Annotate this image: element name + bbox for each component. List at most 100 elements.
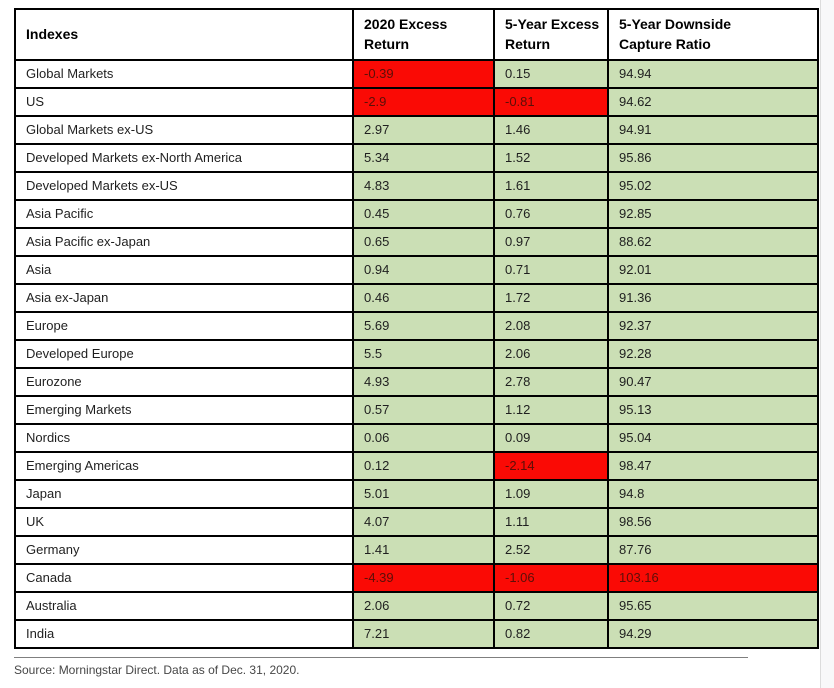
value-cell: 1.11 bbox=[493, 506, 609, 537]
value-cell: 2.08 bbox=[493, 310, 609, 341]
value-cell: 1.12 bbox=[493, 394, 609, 425]
value-cell: 0.45 bbox=[352, 198, 495, 229]
table-row: Asia 0.94 0.71 92.01 bbox=[14, 254, 819, 285]
value-cell: 0.15 bbox=[493, 58, 609, 89]
value-cell: 91.36 bbox=[607, 282, 819, 313]
value-cell: 1.41 bbox=[352, 534, 495, 565]
value-cell: 7.21 bbox=[352, 618, 495, 649]
index-name: Asia bbox=[14, 254, 354, 285]
table-row: Developed Markets ex-US 4.83 1.61 95.02 bbox=[14, 170, 819, 201]
value-cell: 98.56 bbox=[607, 506, 819, 537]
value-cell: 0.94 bbox=[352, 254, 495, 285]
table-row: Eurozone 4.93 2.78 90.47 bbox=[14, 366, 819, 397]
table-row: India 7.21 0.82 94.29 bbox=[14, 618, 819, 649]
value-cell: 5.01 bbox=[352, 478, 495, 509]
table-row: Asia Pacific ex-Japan 0.65 0.97 88.62 bbox=[14, 226, 819, 257]
value-cell: 1.09 bbox=[493, 478, 609, 509]
table-row: Developed Europe 5.5 2.06 92.28 bbox=[14, 338, 819, 369]
index-name: UK bbox=[14, 506, 354, 537]
value-cell: 0.57 bbox=[352, 394, 495, 425]
value-cell: 2.78 bbox=[493, 366, 609, 397]
value-cell-negative: -0.81 bbox=[493, 86, 609, 117]
value-cell: 95.02 bbox=[607, 170, 819, 201]
value-cell: 4.07 bbox=[352, 506, 495, 537]
index-name: Asia Pacific ex-Japan bbox=[14, 226, 354, 257]
table-row: Nordics 0.06 0.09 95.04 bbox=[14, 422, 819, 453]
value-cell: 1.52 bbox=[493, 142, 609, 173]
table-row: Emerging Markets 0.57 1.12 95.13 bbox=[14, 394, 819, 425]
value-cell: 5.69 bbox=[352, 310, 495, 341]
value-cell: 87.76 bbox=[607, 534, 819, 565]
value-cell: 2.97 bbox=[352, 114, 495, 145]
source-divider bbox=[14, 657, 748, 658]
value-cell: 90.47 bbox=[607, 366, 819, 397]
value-cell: 92.37 bbox=[607, 310, 819, 341]
table-row: Germany 1.41 2.52 87.76 bbox=[14, 534, 819, 565]
table-row: Australia 2.06 0.72 95.65 bbox=[14, 590, 819, 621]
index-name: Global Markets ex-US bbox=[14, 114, 354, 145]
column-header-5yr-excess-return: 5-Year Excess Return bbox=[493, 8, 609, 61]
table-row: Europe 5.69 2.08 92.37 bbox=[14, 310, 819, 341]
column-header-indexes: Indexes bbox=[14, 8, 354, 61]
value-cell-negative: -2.14 bbox=[493, 450, 609, 481]
value-cell: 0.97 bbox=[493, 226, 609, 257]
table-row: Asia ex-Japan 0.46 1.72 91.36 bbox=[14, 282, 819, 313]
value-cell: 98.47 bbox=[607, 450, 819, 481]
value-cell-negative: -2.9 bbox=[352, 86, 495, 117]
value-cell: 88.62 bbox=[607, 226, 819, 257]
value-cell-negative: -4.39 bbox=[352, 562, 495, 593]
value-cell: 95.86 bbox=[607, 142, 819, 173]
table-row: Developed Markets ex-North America 5.34 1.… bbox=[14, 142, 819, 173]
table-row: Asia Pacific 0.45 0.76 92.85 bbox=[14, 198, 819, 229]
index-name: Asia Pacific bbox=[14, 198, 354, 229]
value-cell: 5.34 bbox=[352, 142, 495, 173]
table-row: Canada -4.39 -1.06 103.16 bbox=[14, 562, 819, 593]
value-cell: 0.09 bbox=[493, 422, 609, 453]
table-row: Global Markets -0.39 0.15 94.94 bbox=[14, 58, 819, 89]
index-name: US bbox=[14, 86, 354, 117]
column-header-2020-excess-return: 2020 Excess Return bbox=[352, 8, 495, 61]
index-name: Asia ex-Japan bbox=[14, 282, 354, 313]
value-cell: 95.04 bbox=[607, 422, 819, 453]
value-cell: 0.46 bbox=[352, 282, 495, 313]
table-header: Indexes 2020 Excess Return 5-Year Excess… bbox=[14, 8, 819, 61]
value-cell: 94.29 bbox=[607, 618, 819, 649]
value-cell: 4.83 bbox=[352, 170, 495, 201]
value-cell: 0.12 bbox=[352, 450, 495, 481]
value-cell: 95.13 bbox=[607, 394, 819, 425]
index-name: Germany bbox=[14, 534, 354, 565]
index-name: Emerging Americas bbox=[14, 450, 354, 481]
table-row: Japan 5.01 1.09 94.8 bbox=[14, 478, 819, 509]
value-cell-negative: -1.06 bbox=[493, 562, 609, 593]
value-cell: 0.72 bbox=[493, 590, 609, 621]
table-row: Emerging Americas 0.12 -2.14 98.47 bbox=[14, 450, 819, 481]
value-cell: 4.93 bbox=[352, 366, 495, 397]
value-cell: 1.61 bbox=[493, 170, 609, 201]
source-note: Source: Morningstar Direct. Data as of D… bbox=[14, 663, 300, 677]
index-name: Emerging Markets bbox=[14, 394, 354, 425]
value-cell: 2.06 bbox=[493, 338, 609, 369]
value-cell: 92.85 bbox=[607, 198, 819, 229]
value-cell: 0.65 bbox=[352, 226, 495, 257]
page-right-gutter bbox=[821, 0, 834, 688]
value-cell-negative: 103.16 bbox=[607, 562, 819, 593]
value-cell: 94.62 bbox=[607, 86, 819, 117]
value-cell: 92.01 bbox=[607, 254, 819, 285]
index-name: Europe bbox=[14, 310, 354, 341]
value-cell: 2.52 bbox=[493, 534, 609, 565]
index-name: Developed Markets ex-US bbox=[14, 170, 354, 201]
index-name: Canada bbox=[14, 562, 354, 593]
value-cell: 94.8 bbox=[607, 478, 819, 509]
value-cell: 0.82 bbox=[493, 618, 609, 649]
value-cell: 1.46 bbox=[493, 114, 609, 145]
value-cell: 94.94 bbox=[607, 58, 819, 89]
table-row: Global Markets ex-US 2.97 1.46 94.91 bbox=[14, 114, 819, 145]
value-cell: 5.5 bbox=[352, 338, 495, 369]
table-body: Global Markets -0.39 0.15 94.94 US -2.9 -0.81 9… bbox=[14, 58, 819, 649]
table-row: US -2.9 -0.81 94.62 bbox=[14, 86, 819, 117]
value-cell: 0.71 bbox=[493, 254, 609, 285]
page-edge-line bbox=[820, 0, 821, 688]
index-name: Nordics bbox=[14, 422, 354, 453]
index-name: Developed Markets ex-North America bbox=[14, 142, 354, 173]
